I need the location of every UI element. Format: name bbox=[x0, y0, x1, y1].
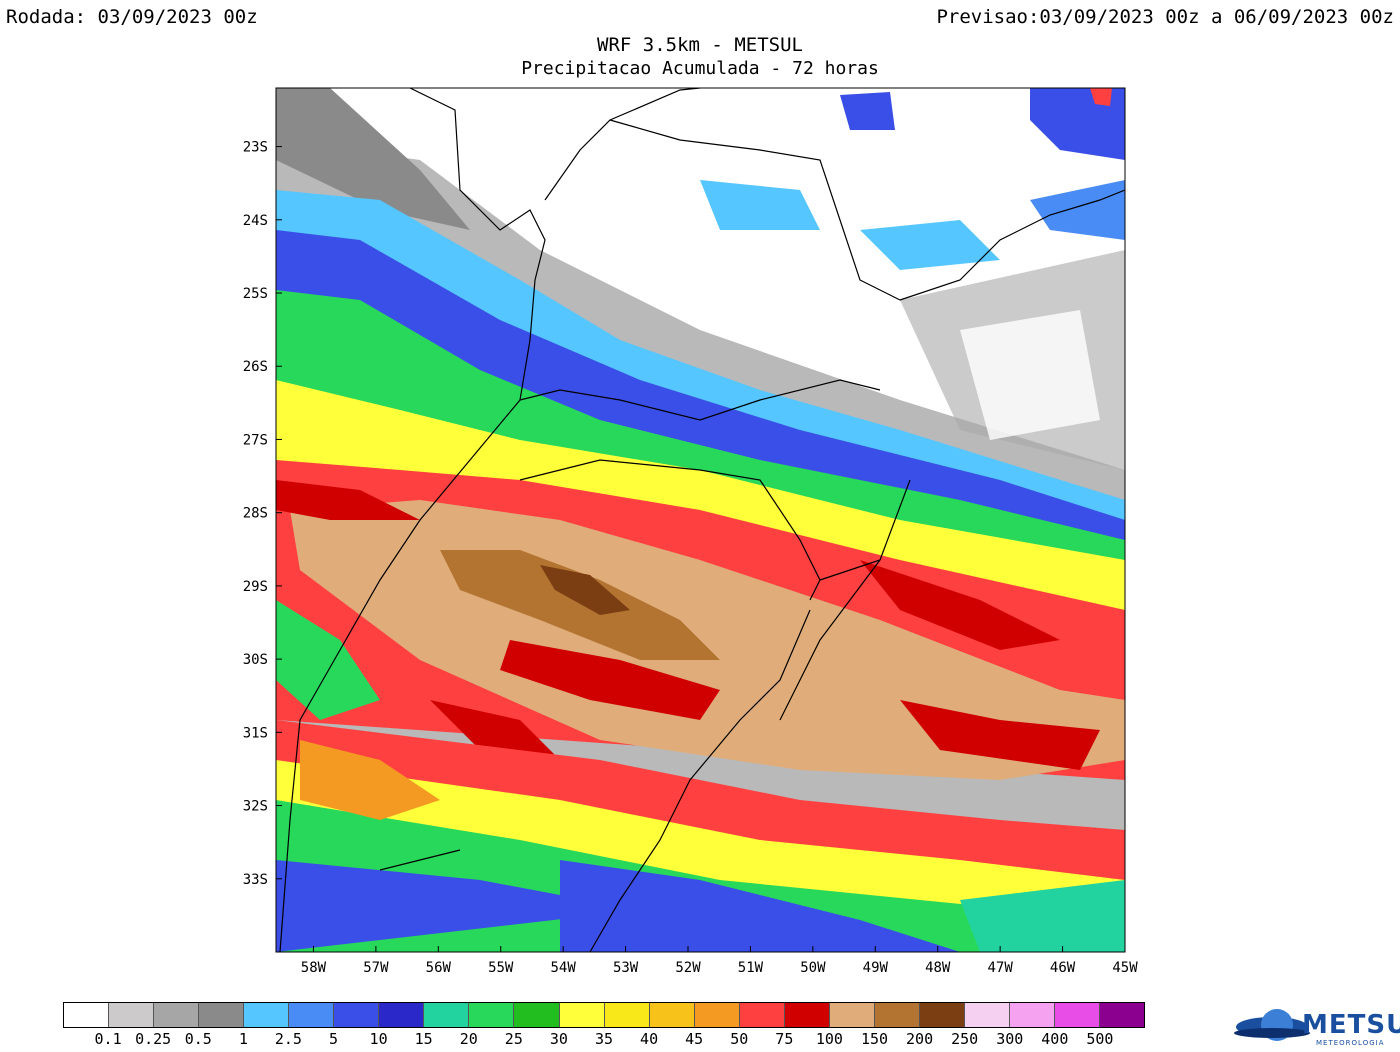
legend-swatch bbox=[424, 1003, 470, 1027]
legend-label: 500 bbox=[1086, 1030, 1114, 1048]
precipitation-map: 23S 24S 25S 26S 27S 28S 29S 30S 31S 32S 33S 58W 57W… bbox=[243, 87, 1138, 976]
legend-label: 40 bbox=[640, 1030, 659, 1048]
legend-label: 250 bbox=[951, 1030, 979, 1048]
legend-labels: 0.1 0.25 0.5 1 2.5 5 10 15 20 25 30 35 40 45 50 75 100 15… bbox=[63, 1030, 1145, 1050]
legend-label: 150 bbox=[860, 1030, 889, 1048]
legend-swatch bbox=[829, 1003, 875, 1027]
lon-tick-label: 54W bbox=[551, 960, 577, 976]
legend-swatch bbox=[694, 1003, 740, 1027]
legend-label: 300 bbox=[996, 1030, 1024, 1048]
logo-ring bbox=[1234, 1028, 1310, 1038]
lat-tick-label: 26S bbox=[243, 359, 268, 375]
legend-swatch bbox=[964, 1003, 1010, 1027]
lat-tick-label: 27S bbox=[243, 432, 268, 448]
legend-swatch bbox=[1100, 1003, 1145, 1027]
legend-swatch bbox=[559, 1003, 605, 1027]
map-subtitle: Precipitacao Acumulada - 72 horas bbox=[521, 58, 879, 79]
lat-tick-label: 31S bbox=[243, 725, 268, 741]
legend-swatch bbox=[739, 1003, 785, 1027]
legend-swatch bbox=[874, 1003, 920, 1027]
political-boundaries bbox=[279, 88, 1125, 952]
legend-swatch bbox=[334, 1003, 380, 1027]
lon-tick-label: 58W bbox=[301, 960, 327, 976]
precipitation-field bbox=[276, 88, 1125, 952]
legend-swatch bbox=[784, 1003, 830, 1027]
legend-swatch bbox=[244, 1003, 290, 1027]
lon-tick-label: 48W bbox=[925, 960, 951, 976]
logo-tagline: METEOROLOGIA bbox=[1316, 1039, 1385, 1047]
legend-label: 75 bbox=[775, 1030, 794, 1048]
legend-label: 2.5 bbox=[274, 1030, 302, 1048]
legend-label: 100 bbox=[815, 1030, 843, 1048]
lon-tick-label: 56W bbox=[426, 960, 452, 976]
legend-label: 50 bbox=[730, 1030, 749, 1048]
map-title: WRF 3.5km - METSUL bbox=[597, 34, 803, 56]
map-frame bbox=[275, 87, 1126, 953]
legend-label: 10 bbox=[369, 1030, 388, 1048]
legend-label: 20 bbox=[459, 1030, 478, 1048]
legend-swatch bbox=[469, 1003, 515, 1027]
lon-tick-label: 50W bbox=[800, 960, 826, 976]
lat-tick-label: 28S bbox=[243, 506, 268, 522]
lat-tick-label: 24S bbox=[243, 213, 268, 229]
forecast-period-label: Previsao:03/09/2023 00z a 06/09/2023 00z bbox=[936, 6, 1394, 28]
lat-tick-label: 23S bbox=[243, 140, 268, 156]
logo-name: METSUL bbox=[1302, 1010, 1400, 1040]
legend-swatch bbox=[379, 1003, 425, 1027]
legend-swatch bbox=[109, 1003, 155, 1027]
lat-tick-label: 33S bbox=[243, 872, 268, 888]
lon-tick-label: 52W bbox=[675, 960, 701, 976]
legend-swatch bbox=[154, 1003, 200, 1027]
legend-label: 0.1 bbox=[94, 1030, 122, 1048]
legend-label: 30 bbox=[549, 1030, 568, 1048]
lon-tick-label: 47W bbox=[987, 960, 1013, 976]
legend-label: 200 bbox=[906, 1030, 934, 1048]
legend-label: 400 bbox=[1041, 1030, 1069, 1048]
lon-tick-label: 57W bbox=[363, 960, 389, 976]
legend-label: 0.25 bbox=[135, 1030, 172, 1048]
lon-tick-label: 51W bbox=[738, 960, 764, 976]
legend-swatch bbox=[1055, 1003, 1101, 1027]
legend-label: 5 bbox=[328, 1030, 339, 1048]
legend-label: 0.5 bbox=[184, 1030, 212, 1048]
lat-tick-label: 30S bbox=[243, 652, 268, 668]
metsul-logo bbox=[1234, 1009, 1310, 1041]
lon-tick-label: 49W bbox=[863, 960, 889, 976]
legend-label: 1 bbox=[238, 1030, 248, 1048]
lat-tick-label: 29S bbox=[243, 579, 268, 595]
legend-swatch bbox=[514, 1003, 560, 1027]
longitude-axis: 58W 57W 56W 55W 54W 53W 52W 51W 50W 49W 48W 47W 46W 4… bbox=[301, 946, 1138, 976]
color-legend bbox=[63, 1002, 1145, 1028]
run-date-label: Rodada: 03/09/2023 00z bbox=[6, 6, 258, 28]
legend-swatch bbox=[604, 1003, 650, 1027]
latitude-axis: 23S 24S 25S 26S 27S 28S 29S 30S 31S 32S 33S bbox=[243, 140, 282, 888]
legend-swatch bbox=[64, 1003, 110, 1027]
legend-label: 35 bbox=[594, 1030, 614, 1048]
legend-swatch bbox=[289, 1003, 335, 1027]
legend-swatch bbox=[1009, 1003, 1056, 1027]
legend-swatch bbox=[199, 1003, 245, 1027]
lon-tick-label: 45W bbox=[1112, 960, 1138, 976]
lon-tick-label: 46W bbox=[1050, 960, 1076, 976]
lat-tick-label: 32S bbox=[243, 799, 268, 815]
lat-tick-label: 25S bbox=[243, 286, 268, 302]
lon-tick-label: 55W bbox=[488, 960, 514, 976]
legend-swatch bbox=[919, 1003, 965, 1027]
legend-swatch bbox=[649, 1003, 695, 1027]
legend-label: 15 bbox=[414, 1030, 433, 1048]
legend-label: 45 bbox=[685, 1030, 704, 1048]
legend-label: 25 bbox=[504, 1030, 523, 1048]
lon-tick-label: 53W bbox=[613, 960, 639, 976]
